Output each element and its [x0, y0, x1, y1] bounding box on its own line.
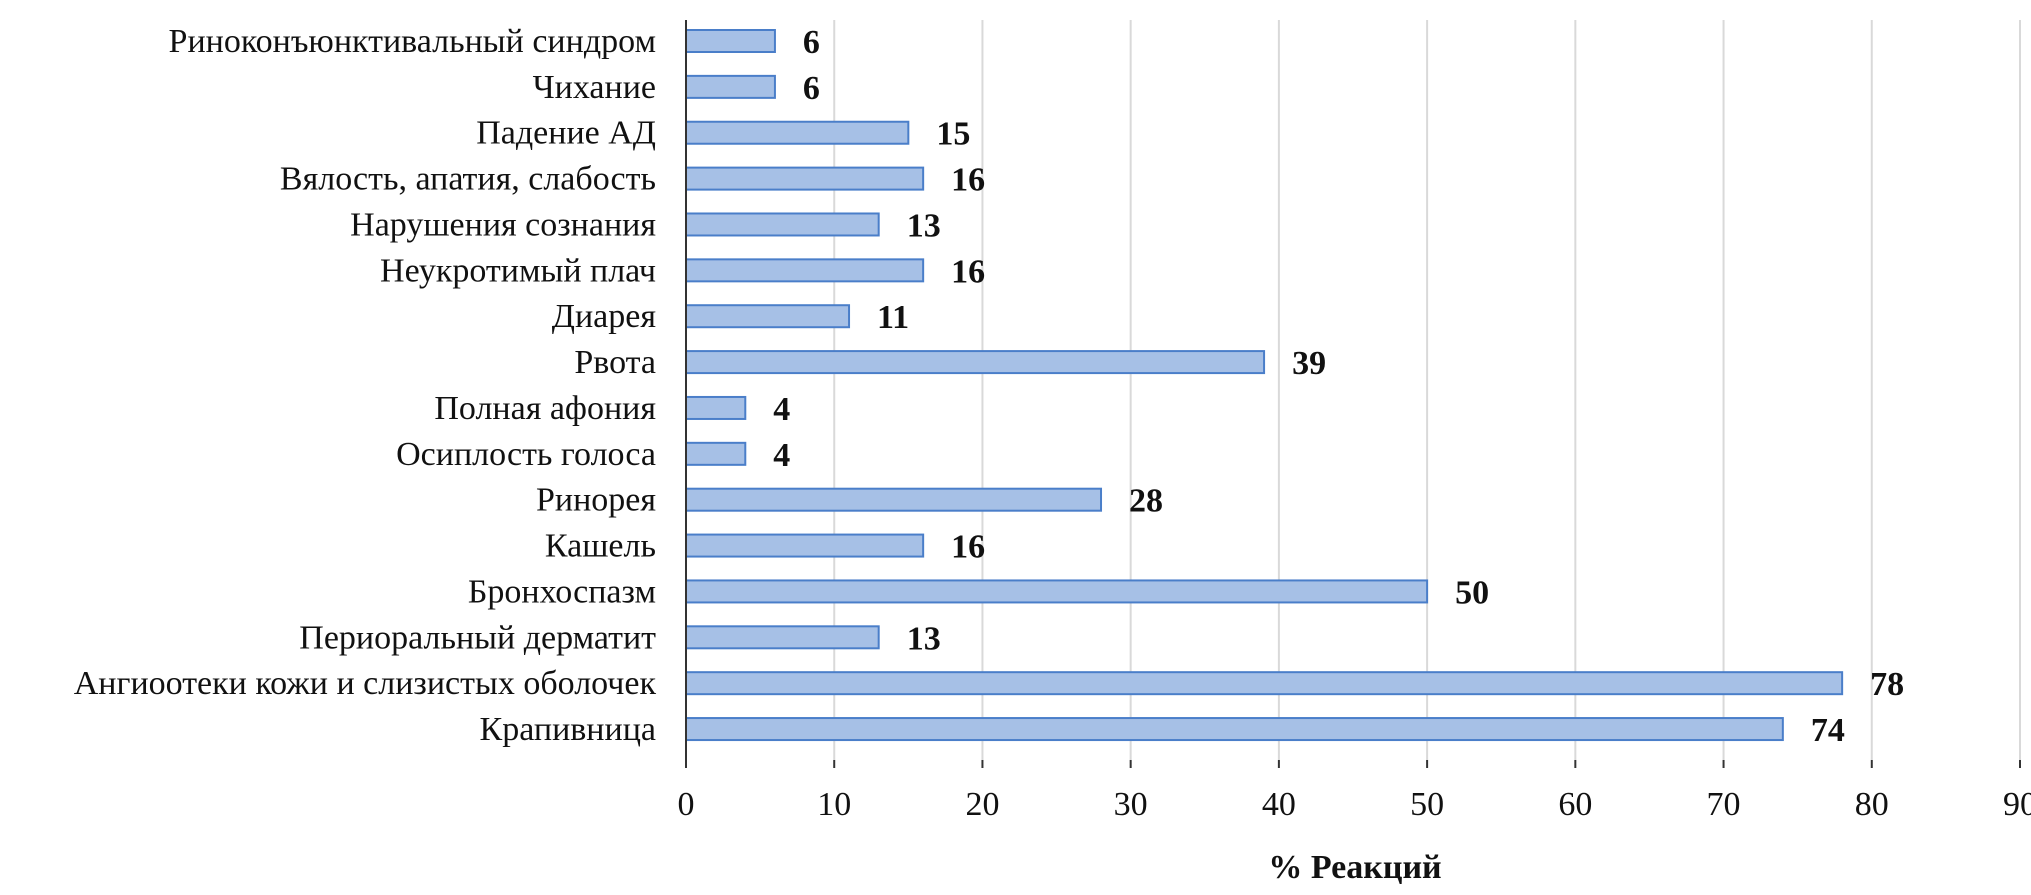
bar [685, 625, 880, 650]
category-label: Риноконъюнктивальный синдром [169, 23, 656, 60]
bar [685, 258, 925, 283]
bar [685, 350, 1266, 375]
data-label: 74 [1811, 712, 1845, 749]
bar [685, 120, 910, 145]
data-label: 4 [773, 391, 790, 428]
data-label: 28 [1129, 483, 1163, 520]
category-label: Осиплость голоса [396, 436, 656, 473]
data-label: 11 [877, 299, 909, 336]
x-tick-label: 40 [1262, 786, 1296, 823]
category-label: Чихание [533, 69, 656, 106]
category-label: Диарея [552, 298, 657, 335]
category-label: Нарушения сознания [350, 206, 656, 243]
axes [685, 20, 2021, 768]
category-label: Периоральный дерматит [299, 619, 656, 656]
data-label: 4 [773, 437, 790, 474]
data-label: 6 [803, 70, 820, 107]
category-label: Рвота [574, 344, 656, 381]
bar [685, 533, 925, 558]
x-tick-label: 20 [965, 786, 999, 823]
x-tick-label: 60 [1558, 786, 1592, 823]
x-tick-label: 80 [1855, 786, 1889, 823]
category-label: Ангиоотеки кожи и слизистых оболочек [74, 665, 657, 702]
x-axis-title: % Реакций [1268, 849, 1441, 886]
category-label: Бронхоспазм [468, 573, 656, 610]
data-label: 6 [803, 24, 820, 61]
data-label: 13 [907, 620, 941, 657]
category-label: Неукротимый плач [380, 252, 656, 289]
data-label: 13 [907, 207, 941, 244]
bar [685, 441, 747, 466]
category-label: Вялость, апатия, слабость [280, 161, 656, 198]
bar [685, 487, 1103, 512]
x-tick-label: 30 [1114, 786, 1148, 823]
data-label: 39 [1292, 345, 1326, 382]
category-label: Полная афония [434, 390, 656, 427]
data-label: 16 [951, 253, 985, 290]
category-label: Ринорея [536, 482, 656, 519]
bar [685, 671, 1844, 696]
bar [685, 579, 1429, 604]
category-label: Падение АД [476, 115, 656, 152]
category-label: Крапивница [480, 711, 656, 748]
data-label: 78 [1870, 666, 1904, 703]
bar [685, 304, 851, 329]
data-label: 50 [1455, 574, 1489, 611]
x-tick-label: 10 [817, 786, 851, 823]
x-tick-label: 70 [1707, 786, 1741, 823]
x-tick-label: 0 [678, 786, 695, 823]
bar [685, 212, 880, 237]
bars [685, 29, 1844, 742]
data-label: 16 [951, 162, 985, 199]
bar [685, 717, 1784, 742]
bar [685, 74, 776, 99]
x-tick-label: 50 [1410, 786, 1444, 823]
bar [685, 29, 776, 53]
data-label: 15 [936, 116, 970, 153]
category-label: Кашель [545, 528, 656, 565]
gridlines [833, 20, 2021, 760]
bar [685, 395, 747, 420]
bar [685, 166, 925, 191]
data-label: 16 [951, 529, 985, 566]
labels: 0 10 20 30 40 50 60 70 80 90 Риноконъюнктивальный … [74, 23, 2031, 823]
x-tick-label: 90 [2003, 786, 2031, 823]
